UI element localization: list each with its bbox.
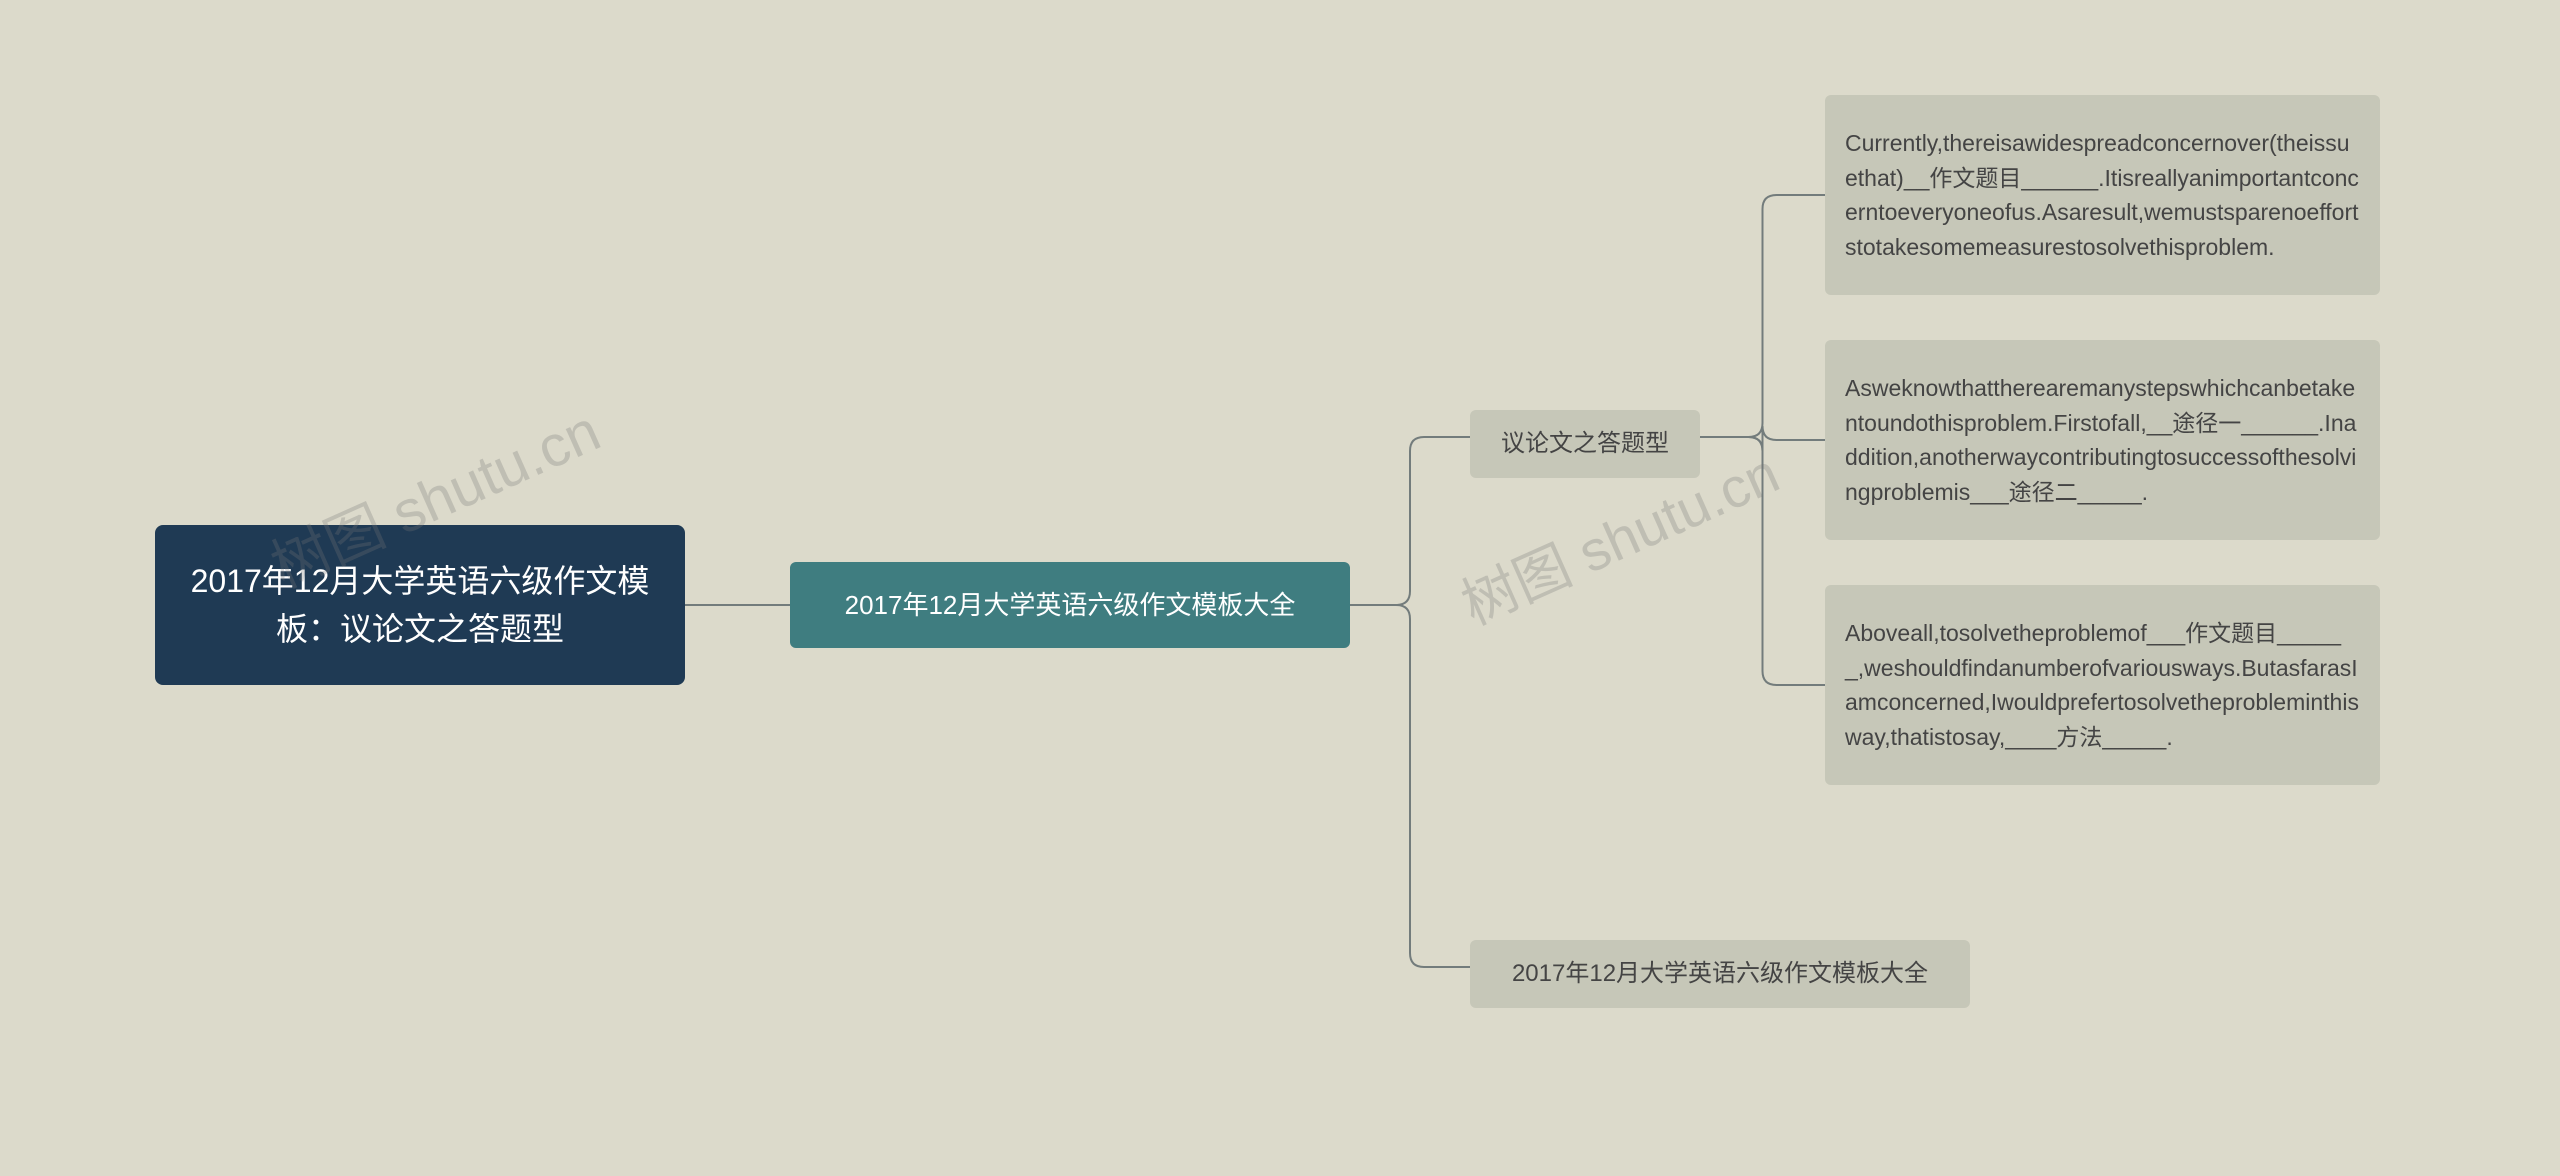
leaf-2-text: Asweknowthattherearemanystepswhichcanbet… [1845, 371, 2360, 509]
branch-3-text: 2017年12月大学英语六级作文模板大全 [1512, 956, 1928, 992]
leaf-3-text: Aboveall,tosolvetheproblemof___作文题目_____… [1845, 616, 2360, 754]
leaf-1-text: Currently,thereisawidespreadconcernover(… [1845, 126, 2360, 264]
branch-node-1: 2017年12月大学英语六级作文模板大全 [790, 562, 1350, 648]
mindmap-canvas: 2017年12月大学英语六级作文模板：议论文之答题型 2017年12月大学英语六… [0, 0, 2560, 1176]
root-node: 2017年12月大学英语六级作文模板：议论文之答题型 [155, 525, 685, 685]
branch-2-text: 议论文之答题型 [1501, 426, 1669, 462]
branch-node-3: 2017年12月大学英语六级作文模板大全 [1470, 940, 1970, 1008]
branch-1-text: 2017年12月大学英语六级作文模板大全 [845, 586, 1296, 625]
branch-node-2: 议论文之答题型 [1470, 410, 1700, 478]
leaf-node-1: Currently,thereisawidespreadconcernover(… [1825, 95, 2380, 295]
root-text: 2017年12月大学英语六级作文模板：议论文之答题型 [175, 557, 665, 653]
leaf-node-3: Aboveall,tosolvetheproblemof___作文题目_____… [1825, 585, 2380, 785]
leaf-node-2: Asweknowthattherearemanystepswhichcanbet… [1825, 340, 2380, 540]
